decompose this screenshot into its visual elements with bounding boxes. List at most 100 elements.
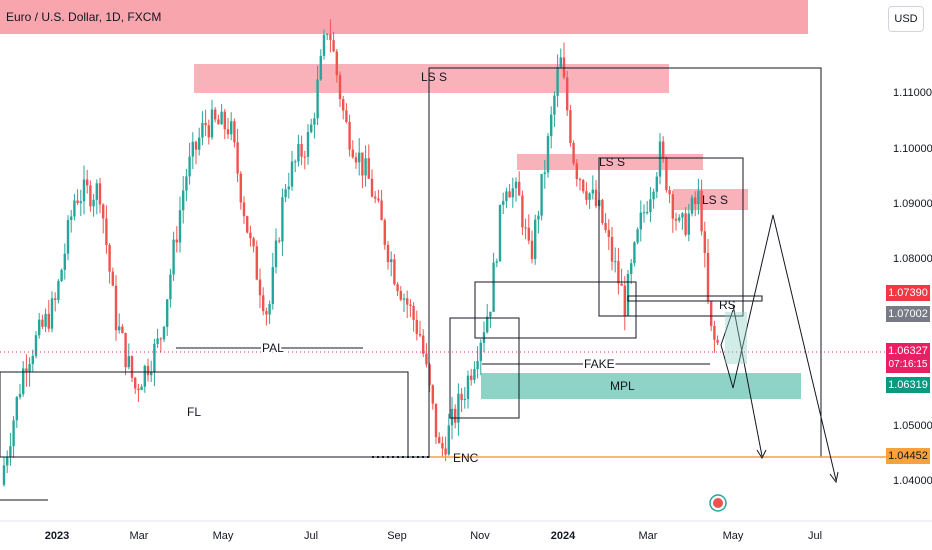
current-highlight [725,312,747,364]
demand-zone-mpl[interactable] [481,373,801,399]
price-label-2: 1.07002 [886,306,930,322]
range-box-4[interactable] [449,317,520,419]
supply-zone-top[interactable] [0,0,808,34]
candle-body [556,67,559,96]
candle-body [143,365,146,387]
price-label-5: 1.04452 [886,448,930,464]
candle-body [364,158,367,176]
candle-body [697,190,700,205]
candle-body [114,285,118,331]
countdown: 07:16:15 [888,359,928,370]
candle-body [374,196,377,199]
symbol-title[interactable]: Euro / U.S. Dollar, 1D, FXCM [6,10,162,24]
candle-body [63,253,66,270]
currency-button[interactable]: USD [888,6,924,32]
candle-body [130,356,134,378]
candle-body [300,143,303,157]
candle-body [604,223,607,230]
projection-path[interactable] [732,304,763,457]
candle-body [134,377,137,389]
candle-body [518,181,521,196]
candle-body [463,398,466,401]
candle-body [15,397,18,421]
candle-body [326,33,329,35]
candle-body [313,118,316,125]
label-lss2: LS S [599,155,625,169]
candle-body [156,338,159,344]
candle-body [550,114,553,137]
candle-body [86,179,89,186]
candle-body [646,212,649,214]
x-tick: Mar [639,530,658,542]
event-icon[interactable] [709,494,727,512]
candle-body [25,368,28,373]
candle-body [623,285,626,316]
candle-body [310,124,313,133]
label-fake: FAKE [584,357,615,371]
candle-body [700,190,703,232]
range-box-3[interactable] [474,281,637,339]
candle-body [489,311,492,317]
label-lss1: LS S [421,70,447,84]
candle-body [415,319,418,334]
candle-body [671,194,674,219]
candle-body [652,191,655,200]
candle-body [185,176,188,191]
candle-body [665,158,668,190]
x-tick: Mar [130,530,149,542]
label-fl: FL [187,405,201,419]
candle-body [495,261,498,263]
candle-body [572,142,575,164]
candle-body [543,172,546,174]
candle-body [258,279,262,296]
x-tick: Jul [808,530,822,542]
candle-body [268,303,271,315]
range-box-2[interactable] [598,157,744,317]
candle-body [73,200,76,217]
candle-body [34,335,38,356]
projection-path-2[interactable] [720,214,837,481]
candle-body [284,189,287,198]
candle-body [105,218,108,246]
candle-body [204,122,207,126]
x-tick: May [723,530,744,542]
candle-body [396,284,399,292]
candle-body [82,179,86,202]
candle-body [166,299,169,327]
candle-body [492,262,495,312]
candle-body [172,239,175,275]
fl-box[interactable] [0,371,409,458]
candle-body [476,360,479,370]
candle-body [262,295,265,312]
candle-body [511,188,514,198]
label-pal: PAL [262,341,284,355]
candle-body [230,121,233,135]
label-mpl: MPL [610,379,635,393]
candle-body [642,212,646,214]
y-tick: 1.04000 [893,475,932,487]
candle-body [316,79,319,119]
candle-body [319,55,322,80]
candle-body [98,183,102,205]
candle-body [562,57,566,78]
candle-body [713,325,716,340]
candle-body [594,189,598,207]
candle-body [95,183,98,200]
candle-body [655,176,658,192]
candle-body [22,368,25,395]
candle-body [620,283,623,286]
candle-body [527,227,530,241]
supply-zone-lss1[interactable] [194,64,669,93]
candle-body [214,109,217,120]
candle-body [662,141,665,159]
candle-body [220,111,223,125]
candle-body [322,34,326,56]
candle-body [457,393,460,423]
candle-body [236,142,239,174]
rs-box[interactable] [627,295,763,302]
candle-body [514,181,518,189]
candle-body [393,259,396,285]
candle-body [140,386,143,391]
candle-body [249,232,252,239]
